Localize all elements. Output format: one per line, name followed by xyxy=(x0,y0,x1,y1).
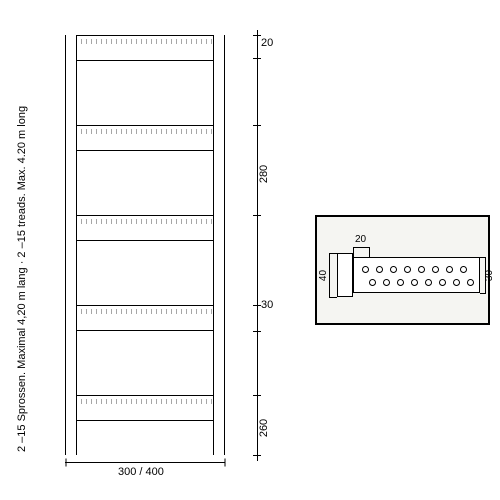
tread-hole xyxy=(376,266,383,273)
detail-height-label: 40 xyxy=(318,270,329,281)
detail-dim-line xyxy=(353,247,354,257)
tread-hole xyxy=(425,279,432,286)
dimension-tick xyxy=(66,459,67,467)
tread-hole xyxy=(362,266,369,273)
detail-dim-line xyxy=(353,247,369,248)
dimension-tick xyxy=(253,305,261,306)
tread-hole xyxy=(418,266,425,273)
tread-hole xyxy=(432,266,439,273)
dimension-tick xyxy=(253,331,261,332)
tread-hole xyxy=(390,266,397,273)
detail-dim-line xyxy=(329,253,330,297)
tread-body xyxy=(353,257,480,293)
tread-hole xyxy=(369,279,376,286)
ladder-rail-left xyxy=(65,35,77,455)
ladder-rung xyxy=(77,125,213,151)
detail-dim-line xyxy=(480,257,486,258)
tread-detail-panel: 20 40 30 xyxy=(315,215,490,325)
dimension-tick xyxy=(253,58,261,59)
side-vertical-label: 2 –15 Sprossen. Maximal 4,20 m lang · 2 … xyxy=(16,106,28,452)
dimension-tick xyxy=(253,395,261,396)
dimension-width: 300 / 400 xyxy=(118,466,164,478)
dimension-bottom-ext: 260 xyxy=(258,419,270,437)
tread-hole xyxy=(460,266,467,273)
ladder-rung xyxy=(77,305,213,331)
dimension-tick xyxy=(225,459,226,467)
detail-dim-line xyxy=(480,293,486,294)
ladder-rail-right xyxy=(213,35,225,455)
tread-hole xyxy=(411,279,418,286)
tread-hole xyxy=(439,279,446,286)
detail-width-label: 20 xyxy=(355,234,366,245)
tread-hole xyxy=(404,266,411,273)
detail-dim-line xyxy=(329,297,337,298)
dimension-guide-width xyxy=(65,462,225,463)
detail-depth-label: 30 xyxy=(484,270,495,281)
tread-hole xyxy=(467,279,474,286)
dimension-top-offset: 20 xyxy=(261,37,273,49)
detail-dim-line xyxy=(369,247,370,257)
ladder-rung xyxy=(77,395,213,421)
dimension-tread-height: 30 xyxy=(261,299,273,311)
dimension-tick xyxy=(253,455,261,456)
ladder-rung xyxy=(77,35,213,61)
tread-hole xyxy=(383,279,390,286)
tread-hole xyxy=(453,279,460,286)
tread-hole xyxy=(397,279,404,286)
detail-dim-line xyxy=(329,253,337,254)
tread-hole xyxy=(446,266,453,273)
ladder-rung xyxy=(77,215,213,241)
tread-end-cap xyxy=(337,253,353,297)
dimension-tick xyxy=(253,35,261,36)
dimension-guide-right xyxy=(257,30,258,461)
dimension-tick xyxy=(253,215,261,216)
dimension-spacing: 280 xyxy=(258,165,270,183)
ladder-front-view xyxy=(65,35,225,455)
dimension-tick xyxy=(253,125,261,126)
